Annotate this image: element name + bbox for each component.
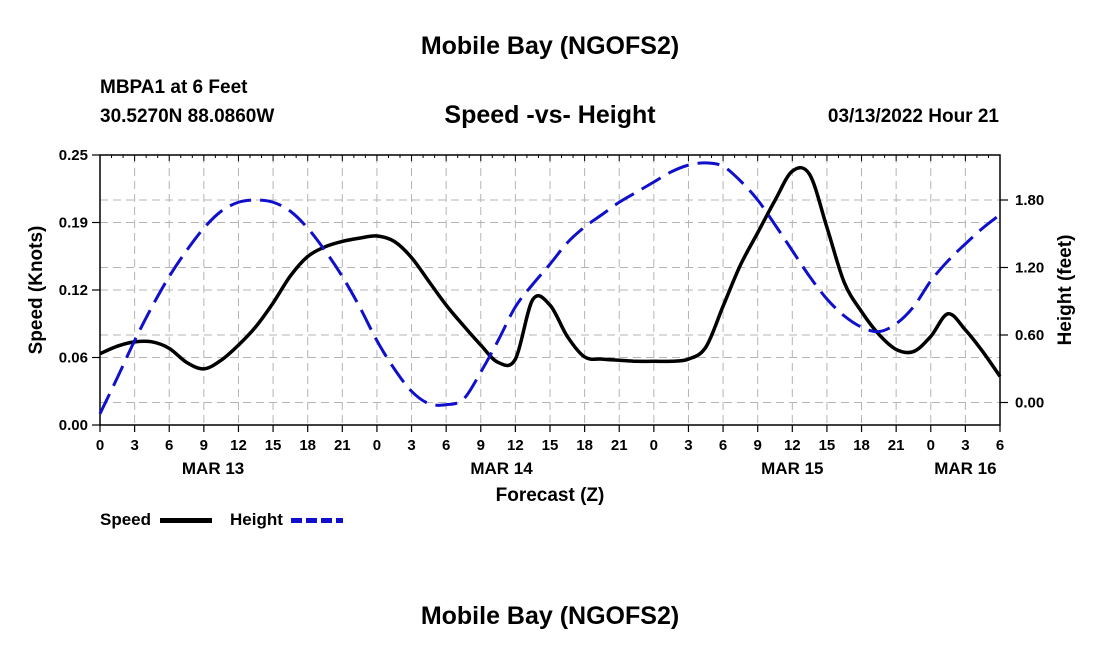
x-tick-label: 9 xyxy=(200,437,208,454)
x-tick-label: 18 xyxy=(853,437,870,454)
coordinates-label: 30.5270N 88.0860W xyxy=(100,106,275,127)
chart-title: Mobile Bay (NGOFS2) xyxy=(420,32,680,60)
y2-tick-label: 1.80 xyxy=(1015,192,1044,209)
x-tick-label: 21 xyxy=(611,437,628,454)
x-tick-label: 6 xyxy=(996,437,1004,454)
x-tick-label: 0 xyxy=(650,437,658,454)
series-height-line xyxy=(98,161,1001,415)
x-tick-label: 3 xyxy=(407,437,415,454)
y2-tick-label: 0.60 xyxy=(1015,327,1044,344)
x-tick-label: 12 xyxy=(230,437,247,454)
date-label: MAR 16 xyxy=(934,459,996,478)
y-tick-label: 0.25 xyxy=(59,147,88,164)
x-tick-label: 6 xyxy=(442,437,450,454)
x-tick-label: 18 xyxy=(576,437,593,454)
x-tick-label: 21 xyxy=(334,437,351,454)
x-tick-label: 3 xyxy=(961,437,969,454)
chart-subtitle: Speed -vs- Height xyxy=(444,101,656,129)
x-axis-title: Forecast (Z) xyxy=(496,485,605,506)
x-tick-label: 12 xyxy=(784,437,801,454)
x-tick-label: 3 xyxy=(130,437,138,454)
date-label: MAR 15 xyxy=(761,459,823,478)
y2-tick-label: 1.20 xyxy=(1015,260,1044,277)
x-tick-label: 15 xyxy=(819,437,836,454)
x-tick-label: 15 xyxy=(542,437,559,454)
y-tick-label: 0.00 xyxy=(59,417,88,434)
y-axis-title: Speed (Knots) xyxy=(26,226,47,355)
x-tick-label: 0 xyxy=(373,437,381,454)
date-label: MAR 13 xyxy=(182,459,244,478)
y-tick-label: 0.19 xyxy=(59,215,88,232)
series-speed-line xyxy=(99,165,1002,378)
footer-title: Mobile Bay (NGOFS2) xyxy=(420,602,680,630)
x-tick-label: 6 xyxy=(719,437,727,454)
x-tick-label: 21 xyxy=(888,437,905,454)
y2-tick-label: 0.00 xyxy=(1015,395,1044,412)
x-tick-label: 6 xyxy=(165,437,173,454)
legend-height-swatch xyxy=(291,518,343,523)
legend-speed-swatch xyxy=(160,518,212,523)
y2-axis-title: Height (feet) xyxy=(1055,235,1076,346)
x-tick-label: 9 xyxy=(754,437,762,454)
x-tick-label: 18 xyxy=(299,437,316,454)
x-tick-label: 0 xyxy=(96,437,104,454)
x-tick-label: 9 xyxy=(477,437,485,454)
y-tick-label: 0.12 xyxy=(59,282,88,299)
x-tick-label: 0 xyxy=(927,437,935,454)
x-tick-label: 12 xyxy=(507,437,524,454)
legend-height-label: Height xyxy=(230,510,283,529)
y-tick-label: 0.06 xyxy=(59,350,88,367)
x-tick-label: 3 xyxy=(684,437,692,454)
legend-speed-label: Speed xyxy=(100,510,152,529)
x-tick-label: 15 xyxy=(265,437,282,454)
forecast-timestamp: 03/13/2022 Hour 21 xyxy=(827,106,999,127)
date-label: MAR 14 xyxy=(470,459,533,478)
station-label: MBPA1 at 6 Feet xyxy=(100,77,248,98)
